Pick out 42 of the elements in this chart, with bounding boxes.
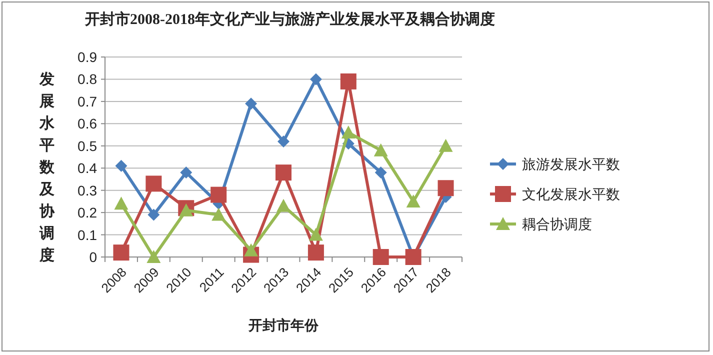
point — [341, 126, 356, 139]
y-tick-label: 0.6 — [78, 116, 98, 132]
point — [308, 244, 324, 261]
point — [374, 166, 387, 179]
y-tick-label: 0.8 — [78, 71, 98, 88]
point — [114, 196, 128, 210]
point — [148, 208, 160, 221]
point — [276, 198, 290, 212]
point — [244, 243, 258, 256]
legend-label: 旅游发展水平数 — [522, 157, 620, 173]
point — [438, 180, 454, 196]
point — [179, 203, 194, 216]
x-axis-title: 开封市年份 — [248, 317, 320, 334]
point — [146, 250, 161, 263]
y-tick-label: 0.2 — [78, 204, 98, 221]
point — [308, 228, 323, 241]
chart-title: 开封市2008-2018年文化产业与旅游产业发展水平及耦合协调度 — [84, 10, 495, 28]
y-tick-label: 0.5 — [78, 138, 98, 154]
point — [310, 73, 322, 86]
point — [406, 194, 420, 208]
y-tick-label: 0.1 — [78, 226, 98, 243]
y-tick-label: 0.9 — [78, 49, 98, 65]
point — [245, 98, 258, 110]
y-tick-label: 0 — [89, 249, 98, 265]
point — [276, 164, 292, 181]
point — [278, 135, 290, 148]
legend-label: 文化发展水平数 — [522, 187, 620, 203]
point — [374, 143, 388, 156]
point — [115, 160, 128, 172]
point — [372, 249, 389, 265]
y-tick-label: 0.3 — [78, 182, 98, 198]
legend-label: 耦合协调度 — [522, 217, 592, 233]
point — [146, 176, 162, 192]
y-tick-label: 0.4 — [78, 160, 98, 176]
point — [113, 244, 130, 261]
text: 发展水平数及协调度 — [40, 72, 54, 264]
y-tick-label: 0.7 — [78, 93, 98, 110]
point — [212, 208, 226, 221]
point — [180, 166, 192, 179]
point — [210, 186, 227, 203]
point — [438, 138, 453, 152]
point — [340, 73, 356, 90]
